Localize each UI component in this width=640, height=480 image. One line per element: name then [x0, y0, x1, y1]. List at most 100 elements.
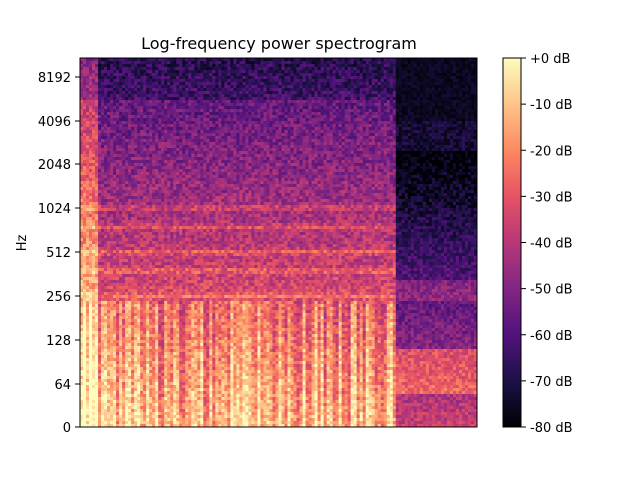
heatmap-cell	[143, 331, 147, 335]
heatmap-cell	[98, 232, 102, 236]
heatmap-cell	[119, 334, 123, 338]
heatmap-cell	[170, 70, 174, 74]
heatmap-cell	[143, 166, 147, 170]
heatmap-cell	[116, 370, 120, 374]
heatmap-cell	[167, 307, 171, 311]
heatmap-cell	[200, 121, 204, 125]
heatmap-cell	[107, 187, 111, 191]
heatmap-cell	[92, 388, 96, 392]
heatmap-cell	[119, 346, 123, 350]
heatmap-cell	[134, 115, 138, 119]
heatmap-cell	[101, 325, 105, 329]
heatmap-cell	[113, 82, 117, 86]
heatmap-cell	[122, 154, 126, 158]
heatmap-cell	[143, 154, 147, 158]
heatmap-cell	[143, 334, 147, 338]
heatmap-cell	[143, 406, 147, 410]
heatmap-cell	[98, 313, 102, 317]
heatmap-cell	[173, 148, 177, 152]
heatmap-cell	[122, 337, 126, 341]
heatmap-cell	[152, 292, 156, 296]
heatmap-cell	[80, 304, 84, 308]
heatmap-cell	[98, 109, 102, 113]
heatmap-cell	[200, 112, 204, 116]
heatmap-cell	[173, 349, 177, 353]
heatmap-cell	[104, 121, 108, 125]
heatmap-cell	[164, 220, 168, 224]
heatmap-cell	[152, 172, 156, 176]
heatmap-cell	[110, 361, 114, 365]
heatmap-cell	[125, 220, 129, 224]
heatmap-cell	[176, 256, 180, 260]
heatmap-cell	[128, 100, 132, 104]
heatmap-cell	[80, 316, 84, 320]
heatmap-cell	[200, 79, 204, 83]
heatmap-cell	[149, 214, 153, 218]
heatmap-cell	[122, 178, 126, 182]
heatmap-cell	[176, 139, 180, 143]
heatmap-cell	[125, 289, 129, 293]
heatmap-cell	[143, 418, 147, 422]
heatmap-cell	[143, 412, 147, 416]
heatmap-cell	[173, 307, 177, 311]
heatmap-cell	[89, 244, 93, 248]
heatmap-cell	[104, 58, 108, 62]
heatmap-cell	[170, 202, 174, 206]
heatmap-cell	[146, 139, 150, 143]
heatmap-cell	[95, 94, 99, 98]
heatmap-cell	[179, 58, 183, 62]
heatmap-cell	[125, 217, 129, 221]
heatmap-cell	[119, 148, 123, 152]
heatmap-cell	[140, 118, 144, 122]
heatmap-cell	[194, 259, 198, 263]
heatmap-cell	[125, 283, 129, 287]
heatmap-cell	[188, 271, 192, 275]
heatmap-cell	[176, 67, 180, 71]
heatmap-cell	[95, 346, 99, 350]
heatmap-cell	[140, 124, 144, 128]
heatmap-cell	[80, 238, 84, 242]
heatmap-cell	[101, 175, 105, 179]
heatmap-cell	[134, 181, 138, 185]
heatmap-cell	[149, 193, 153, 197]
heatmap-cell	[119, 217, 123, 221]
heatmap-cell	[152, 103, 156, 107]
heatmap-cell	[119, 109, 123, 113]
heatmap-cell	[152, 283, 156, 287]
heatmap-cell	[95, 160, 99, 164]
heatmap-cell	[161, 301, 165, 305]
heatmap-cell	[104, 145, 108, 149]
heatmap-cell	[95, 385, 99, 389]
heatmap-cell	[176, 265, 180, 269]
heatmap-cell	[116, 214, 120, 218]
heatmap-cell	[101, 67, 105, 71]
heatmap-cell	[134, 352, 138, 356]
heatmap-cell	[131, 226, 135, 230]
heatmap-cell	[179, 88, 183, 92]
heatmap-cell	[110, 220, 114, 224]
heatmap-cell	[164, 334, 168, 338]
heatmap-cell	[149, 337, 153, 341]
heatmap-cell	[122, 196, 126, 200]
heatmap-cell	[101, 253, 105, 257]
heatmap-cell	[158, 262, 162, 266]
heatmap-cell	[137, 373, 141, 377]
heatmap-cell	[98, 307, 102, 311]
heatmap-cell	[191, 355, 195, 359]
heatmap-cell	[101, 304, 105, 308]
heatmap-cell	[95, 172, 99, 176]
heatmap-cell	[140, 367, 144, 371]
heatmap-cell	[143, 178, 147, 182]
heatmap-cell	[131, 76, 135, 80]
heatmap-cell	[170, 337, 174, 341]
heatmap-cell	[128, 172, 132, 176]
heatmap-cell	[122, 145, 126, 149]
heatmap-cell	[197, 190, 201, 194]
heatmap-cell	[134, 199, 138, 203]
heatmap-cell	[158, 115, 162, 119]
heatmap-cell	[140, 394, 144, 398]
heatmap-cell	[95, 157, 99, 161]
heatmap-cell	[185, 106, 189, 110]
heatmap-cell	[185, 217, 189, 221]
heatmap-cell	[188, 208, 192, 212]
